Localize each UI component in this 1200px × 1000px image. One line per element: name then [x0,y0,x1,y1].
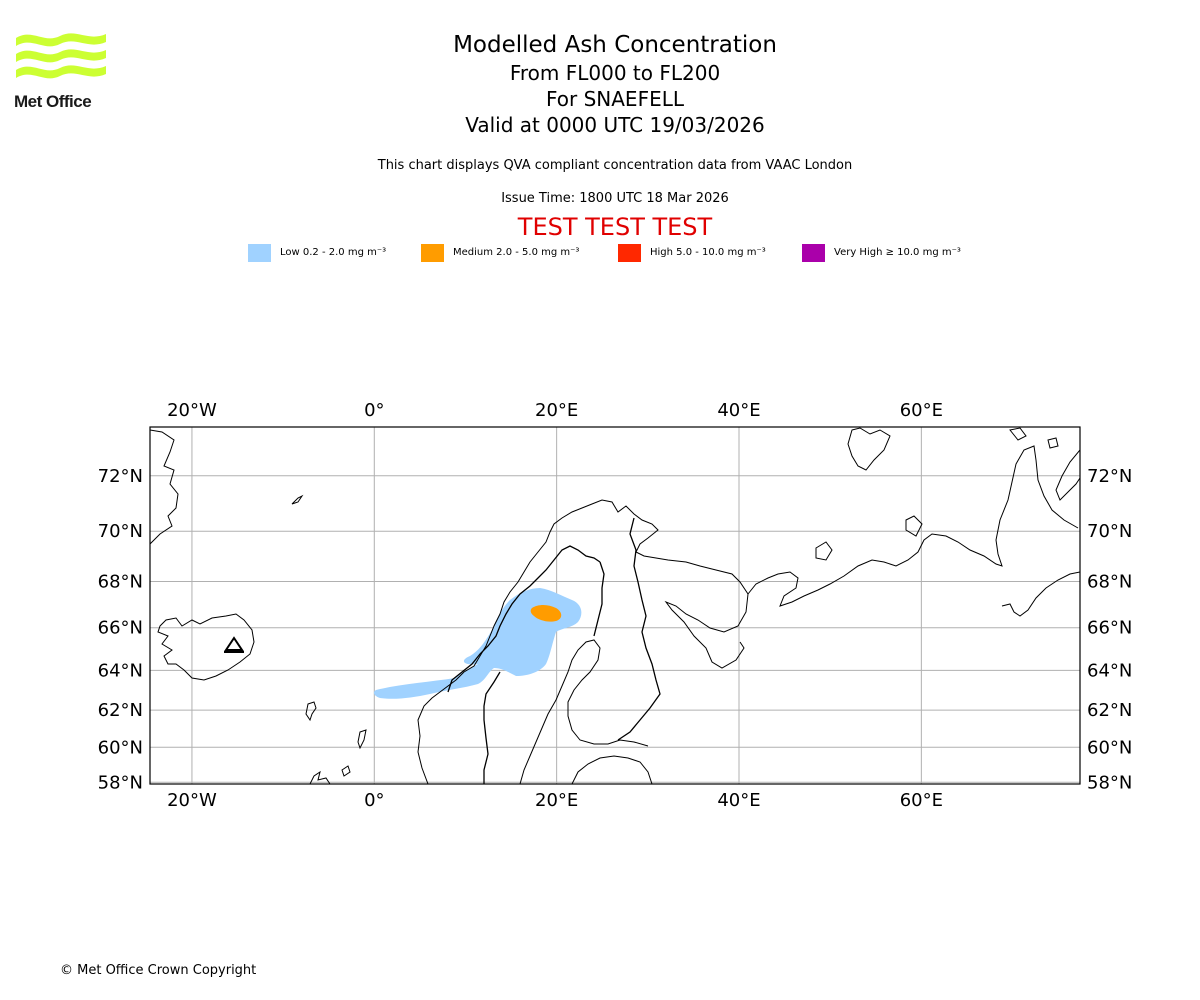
lon-label-top: 20°E [535,400,578,421]
lat-label-right: 64°N [1087,660,1132,681]
lon-label-top: 40°E [717,400,760,421]
volcano-marker [224,636,244,653]
russian-arctic-coast [747,445,1079,607]
ash-map: 20°W 0° 20°E 40°E 60°E 20°W 0° 20°E 40°E 60°E 72… [0,395,1200,820]
yamal-coast [1001,571,1080,617]
iceland-coast [157,613,255,681]
legend-swatch-very-high [802,244,825,262]
longitude-labels-bottom: 20°W 0° 20°E 40°E 60°E [167,790,943,811]
volcano-icon [224,636,244,651]
valid-time: Valid at 0000 UTC 19/03/2026 [465,113,765,137]
kanin-peninsula [905,515,923,537]
lon-label-top: 20°W [167,400,217,421]
jan-mayen [291,494,304,505]
copyright-notice: © Met Office Crown Copyright [60,963,257,978]
map-background [150,427,1080,784]
lat-label-right: 58°N [1087,772,1132,793]
legend-label-very-high: Very High ≥ 10.0 mg m⁻³ [834,247,961,258]
sweden-finland-border [593,561,605,637]
finland-russia-border [617,517,661,741]
lat-label-left: 68°N [98,572,143,593]
volcano-name: For SNAEFELL [545,87,684,111]
legend-label-high: High 5.0 - 10.0 mg m⁻³ [650,247,766,258]
lon-label-bottom: 40°E [717,790,760,811]
ash-map-svg: 20°W 0° 20°E 40°E 60°E 20°W 0° 20°E 40°E 60°E 72… [98,400,1133,811]
lat-label-left: 62°N [98,700,143,721]
legend-label-medium: Medium 2.0 - 5.0 mg m⁻³ [453,247,580,258]
coastlines [150,427,1080,784]
legend-swatch-high [618,244,641,262]
franz-josef-land [1009,427,1027,441]
met-office-logo: Met Office [14,30,108,112]
greenland-coast [150,429,179,545]
kolguyev-island [815,541,833,561]
gulf-of-bothnia-coast [519,639,649,784]
scandinavia-coast [417,499,749,784]
flight-levels: From FL000 to FL200 [509,61,721,85]
norway-sweden-border [447,545,601,784]
ash-area-medium [530,605,562,622]
scotland-coast [309,770,331,784]
lat-label-left: 72°N [98,466,143,487]
lat-label-right: 72°N [1087,466,1132,487]
map-frame [149,426,1081,785]
lon-label-bottom: 60°E [900,790,943,811]
lat-label-left: 70°N [98,521,143,542]
latitude-labels-left: 72°N 70°N 68°N 66°N 64°N 62°N 60°N 58°N [98,466,143,794]
lat-label-left: 58°N [98,772,143,793]
faroe-islands [305,701,317,722]
shetland-islands [357,729,367,750]
lat-label-left: 64°N [98,660,143,681]
lat-label-left: 60°N [98,737,143,758]
lat-label-right: 68°N [1087,572,1132,593]
lat-label-right: 66°N [1087,618,1132,639]
latitude-labels-right: 72°N 70°N 68°N 66°N 64°N 62°N 60°N 58°N [1087,466,1132,794]
legend-swatch-low [248,244,271,262]
qva-disclaimer: This chart displays QVA compliant concen… [377,158,853,173]
ash-areas [373,588,582,699]
lat-label-right: 70°N [1087,521,1132,542]
chart-title: Modelled Ash Concentration [453,32,777,58]
ash-area-low [373,588,582,699]
met-office-wave-icon [16,33,106,79]
lon-label-top: 0° [364,400,384,421]
country-borders [447,517,661,784]
lon-label-top: 60°E [900,400,943,421]
longitude-labels-top: 20°W 0° 20°E 40°E 60°E [167,400,943,421]
lat-label-right: 62°N [1087,700,1132,721]
baltic-coast [571,755,653,784]
severny-island [1047,437,1059,449]
novaya-zemlya [1055,449,1080,501]
legend-label-low: Low 0.2 - 2.0 mg m⁻³ [280,247,387,258]
issue-time: Issue Time: 1800 UTC 18 Mar 2026 [501,191,729,206]
logo-text: Met Office [14,92,92,111]
orkney [341,765,351,777]
lat-label-right: 60°N [1087,737,1132,758]
arctic-islands-north [847,427,891,471]
chart-title-block: Modelled Ash Concentration From FL000 to… [315,30,915,138]
lon-label-bottom: 0° [364,790,384,811]
lon-label-bottom: 20°W [167,790,217,811]
lon-label-bottom: 20°E [535,790,578,811]
lat-label-left: 66°N [98,618,143,639]
test-banner: TEST TEST TEST [517,213,713,241]
legend-swatch-medium [421,244,444,262]
graticule [150,427,1080,784]
